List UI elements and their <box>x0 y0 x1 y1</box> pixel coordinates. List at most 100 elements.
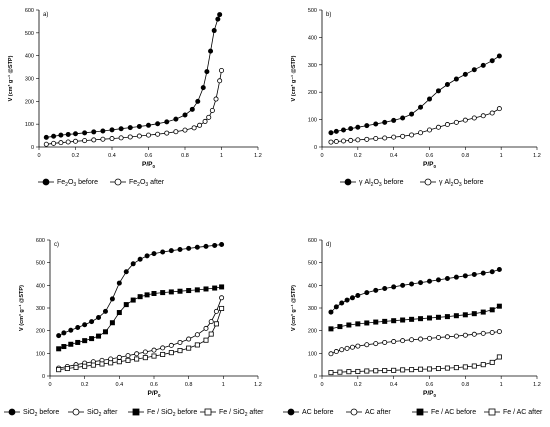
data-point <box>435 88 441 94</box>
data-point <box>127 134 133 140</box>
data-point <box>471 115 477 121</box>
legend-label: Fe / AC before <box>431 409 476 416</box>
legend-label: SiO2 before <box>23 409 59 418</box>
y-tick-label: 300 <box>36 306 45 312</box>
legend-label: γ Al2O3 before <box>359 179 404 188</box>
legend-entry: γ Al2O3 before <box>420 178 484 188</box>
x-axis-label-text: P/P <box>142 161 153 168</box>
data-point <box>109 127 115 133</box>
legend-subscript: 2 <box>371 182 374 188</box>
x-tick-label: 0.8 <box>462 382 470 388</box>
data-point <box>344 297 350 303</box>
y-tick-label: 500 <box>36 261 45 267</box>
data-point <box>453 365 459 371</box>
data-point <box>116 310 122 316</box>
data-point <box>151 353 157 359</box>
data-point <box>426 96 432 102</box>
series-line <box>330 269 500 313</box>
data-point <box>364 136 370 142</box>
legend-name-part: O <box>140 179 146 186</box>
x-tick-label: 0.6 <box>426 382 434 388</box>
data-point <box>145 122 151 128</box>
legend-name: Fe / SiO <box>147 409 173 416</box>
legend-name-part: O <box>373 179 379 186</box>
data-point <box>116 359 122 365</box>
data-point <box>453 313 459 319</box>
legend-marker <box>114 178 122 186</box>
x-axis-label: P/P0 <box>148 390 161 398</box>
data-point <box>203 286 209 292</box>
data-point <box>480 62 486 68</box>
data-point <box>409 111 415 117</box>
data-point <box>123 302 129 308</box>
data-point <box>118 126 124 132</box>
data-point <box>462 273 468 279</box>
data-point <box>444 122 450 128</box>
legend-marker <box>488 408 496 416</box>
series-2 <box>328 106 502 145</box>
data-point <box>109 136 115 142</box>
data-point <box>203 243 209 249</box>
data-point <box>56 333 62 339</box>
data-point <box>219 284 225 290</box>
data-point <box>160 345 166 351</box>
series-4 <box>56 305 225 373</box>
legend-entry: AC before <box>283 408 334 416</box>
data-point <box>391 134 397 140</box>
data-point <box>168 350 174 356</box>
legend-name: Fe <box>129 179 137 186</box>
y-tick-label: 100 <box>36 351 45 357</box>
data-point <box>400 133 406 139</box>
y-tick-label: 500 <box>308 261 317 267</box>
data-point <box>333 349 339 355</box>
data-point <box>208 48 214 54</box>
data-point <box>125 357 131 363</box>
data-point <box>51 133 57 139</box>
legend-label: Fe / AC after <box>503 409 543 416</box>
data-point <box>348 126 354 132</box>
data-point <box>108 360 114 366</box>
data-point <box>373 136 379 142</box>
data-point <box>418 130 424 136</box>
data-point <box>151 347 157 353</box>
legend-entry: Fe2O3 after <box>110 178 165 188</box>
data-point <box>200 85 206 91</box>
data-point <box>96 333 102 339</box>
data-point <box>333 139 339 145</box>
series-2 <box>56 295 225 371</box>
data-point <box>144 253 150 259</box>
data-point <box>73 138 79 144</box>
data-point <box>373 287 379 293</box>
data-point <box>189 106 195 112</box>
data-point <box>109 320 115 326</box>
x-tick-label: 1.2 <box>533 153 541 159</box>
data-point <box>173 116 179 122</box>
x-tick-label: 1.2 <box>533 382 541 388</box>
data-point <box>145 132 151 138</box>
data-point <box>137 294 143 300</box>
data-point <box>217 78 223 84</box>
x-tick-label: 0.8 <box>462 153 470 159</box>
data-point <box>91 129 97 135</box>
data-point <box>364 342 370 348</box>
data-point <box>61 330 67 336</box>
data-point <box>182 112 188 118</box>
data-point <box>209 107 215 113</box>
data-point <box>58 140 64 146</box>
data-point <box>160 249 166 255</box>
data-point <box>346 369 352 375</box>
data-point <box>213 308 219 314</box>
legend-subscript: 3 <box>379 182 382 188</box>
data-point <box>73 131 79 137</box>
y-tick-label: 0 <box>314 145 317 151</box>
data-point <box>208 331 214 337</box>
data-point <box>346 322 352 328</box>
data-point <box>194 287 200 293</box>
data-point <box>164 119 170 125</box>
data-point <box>219 242 225 248</box>
data-point <box>194 342 200 348</box>
legend-subscript: 3 <box>459 182 462 188</box>
data-point <box>116 354 122 360</box>
legend-name: Fe <box>57 179 65 186</box>
